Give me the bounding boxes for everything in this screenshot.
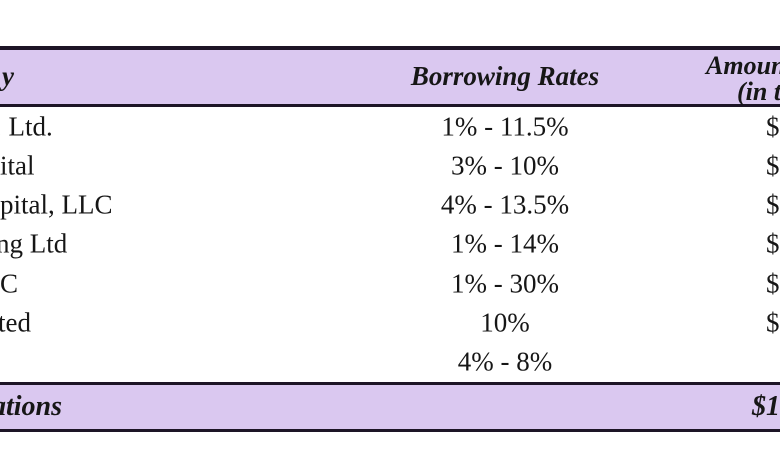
table-row: , Ltd. 1% - 11.5% $ (0, 107, 780, 146)
amount-cell: $ (766, 307, 780, 338)
table-row: 4% - 8% (0, 343, 780, 382)
header-amount-column-label-line1: Amoun (706, 51, 780, 80)
borrowing-rate-cell: 4% - 13.5% (440, 189, 570, 220)
amount-cell: $ (766, 111, 780, 142)
header-amount-column-label-line2: (in t (737, 77, 780, 106)
table-header-row: y Borrowing Rates Amoun (in t (0, 46, 780, 107)
entity-cell: ital (0, 150, 35, 181)
amount-cell: $ (766, 268, 780, 299)
entity-cell: , Ltd. (0, 111, 53, 142)
borrowing-rate-cell: 4% - 8% (457, 346, 553, 377)
amount-cell: $ (766, 150, 780, 181)
total-amount: $1 (752, 391, 780, 422)
table-row: C 1% - 30% $ (0, 264, 780, 303)
entity-cell: C (0, 268, 19, 299)
borrowing-rate-cell: 3% - 10% (451, 150, 559, 181)
entity-cell: ng Ltd (0, 228, 68, 259)
entity-cell: pital, LLC (0, 189, 113, 220)
borrowing-rate-cell: 1% - 11.5% (441, 111, 569, 142)
borrowing-rate-cell: 10% (480, 307, 530, 338)
table-body: , Ltd. 1% - 11.5% $ ital 3% - 10% $ pita… (0, 107, 780, 382)
table-row: ng Ltd 1% - 14% $ (0, 225, 780, 264)
borrowing-rate-cell: 1% - 30% (451, 268, 559, 299)
amount-cell: $ (766, 189, 780, 220)
borrowing-rate-cell: 1% - 14% (451, 228, 559, 259)
header-borrowing-rates-label: Borrowing Rates (410, 61, 600, 91)
total-label: ations (0, 391, 63, 422)
table-row: ital 3% - 10% $ (0, 146, 780, 185)
header-entity-column-label: y (2, 61, 14, 91)
table-row: pital, LLC 4% - 13.5% $ (0, 186, 780, 225)
entity-cell: ted (0, 307, 31, 338)
amount-cell: $ (766, 228, 780, 259)
table-row: ted 10% $ (0, 303, 780, 342)
table-total-row: ations $1 (0, 382, 780, 432)
